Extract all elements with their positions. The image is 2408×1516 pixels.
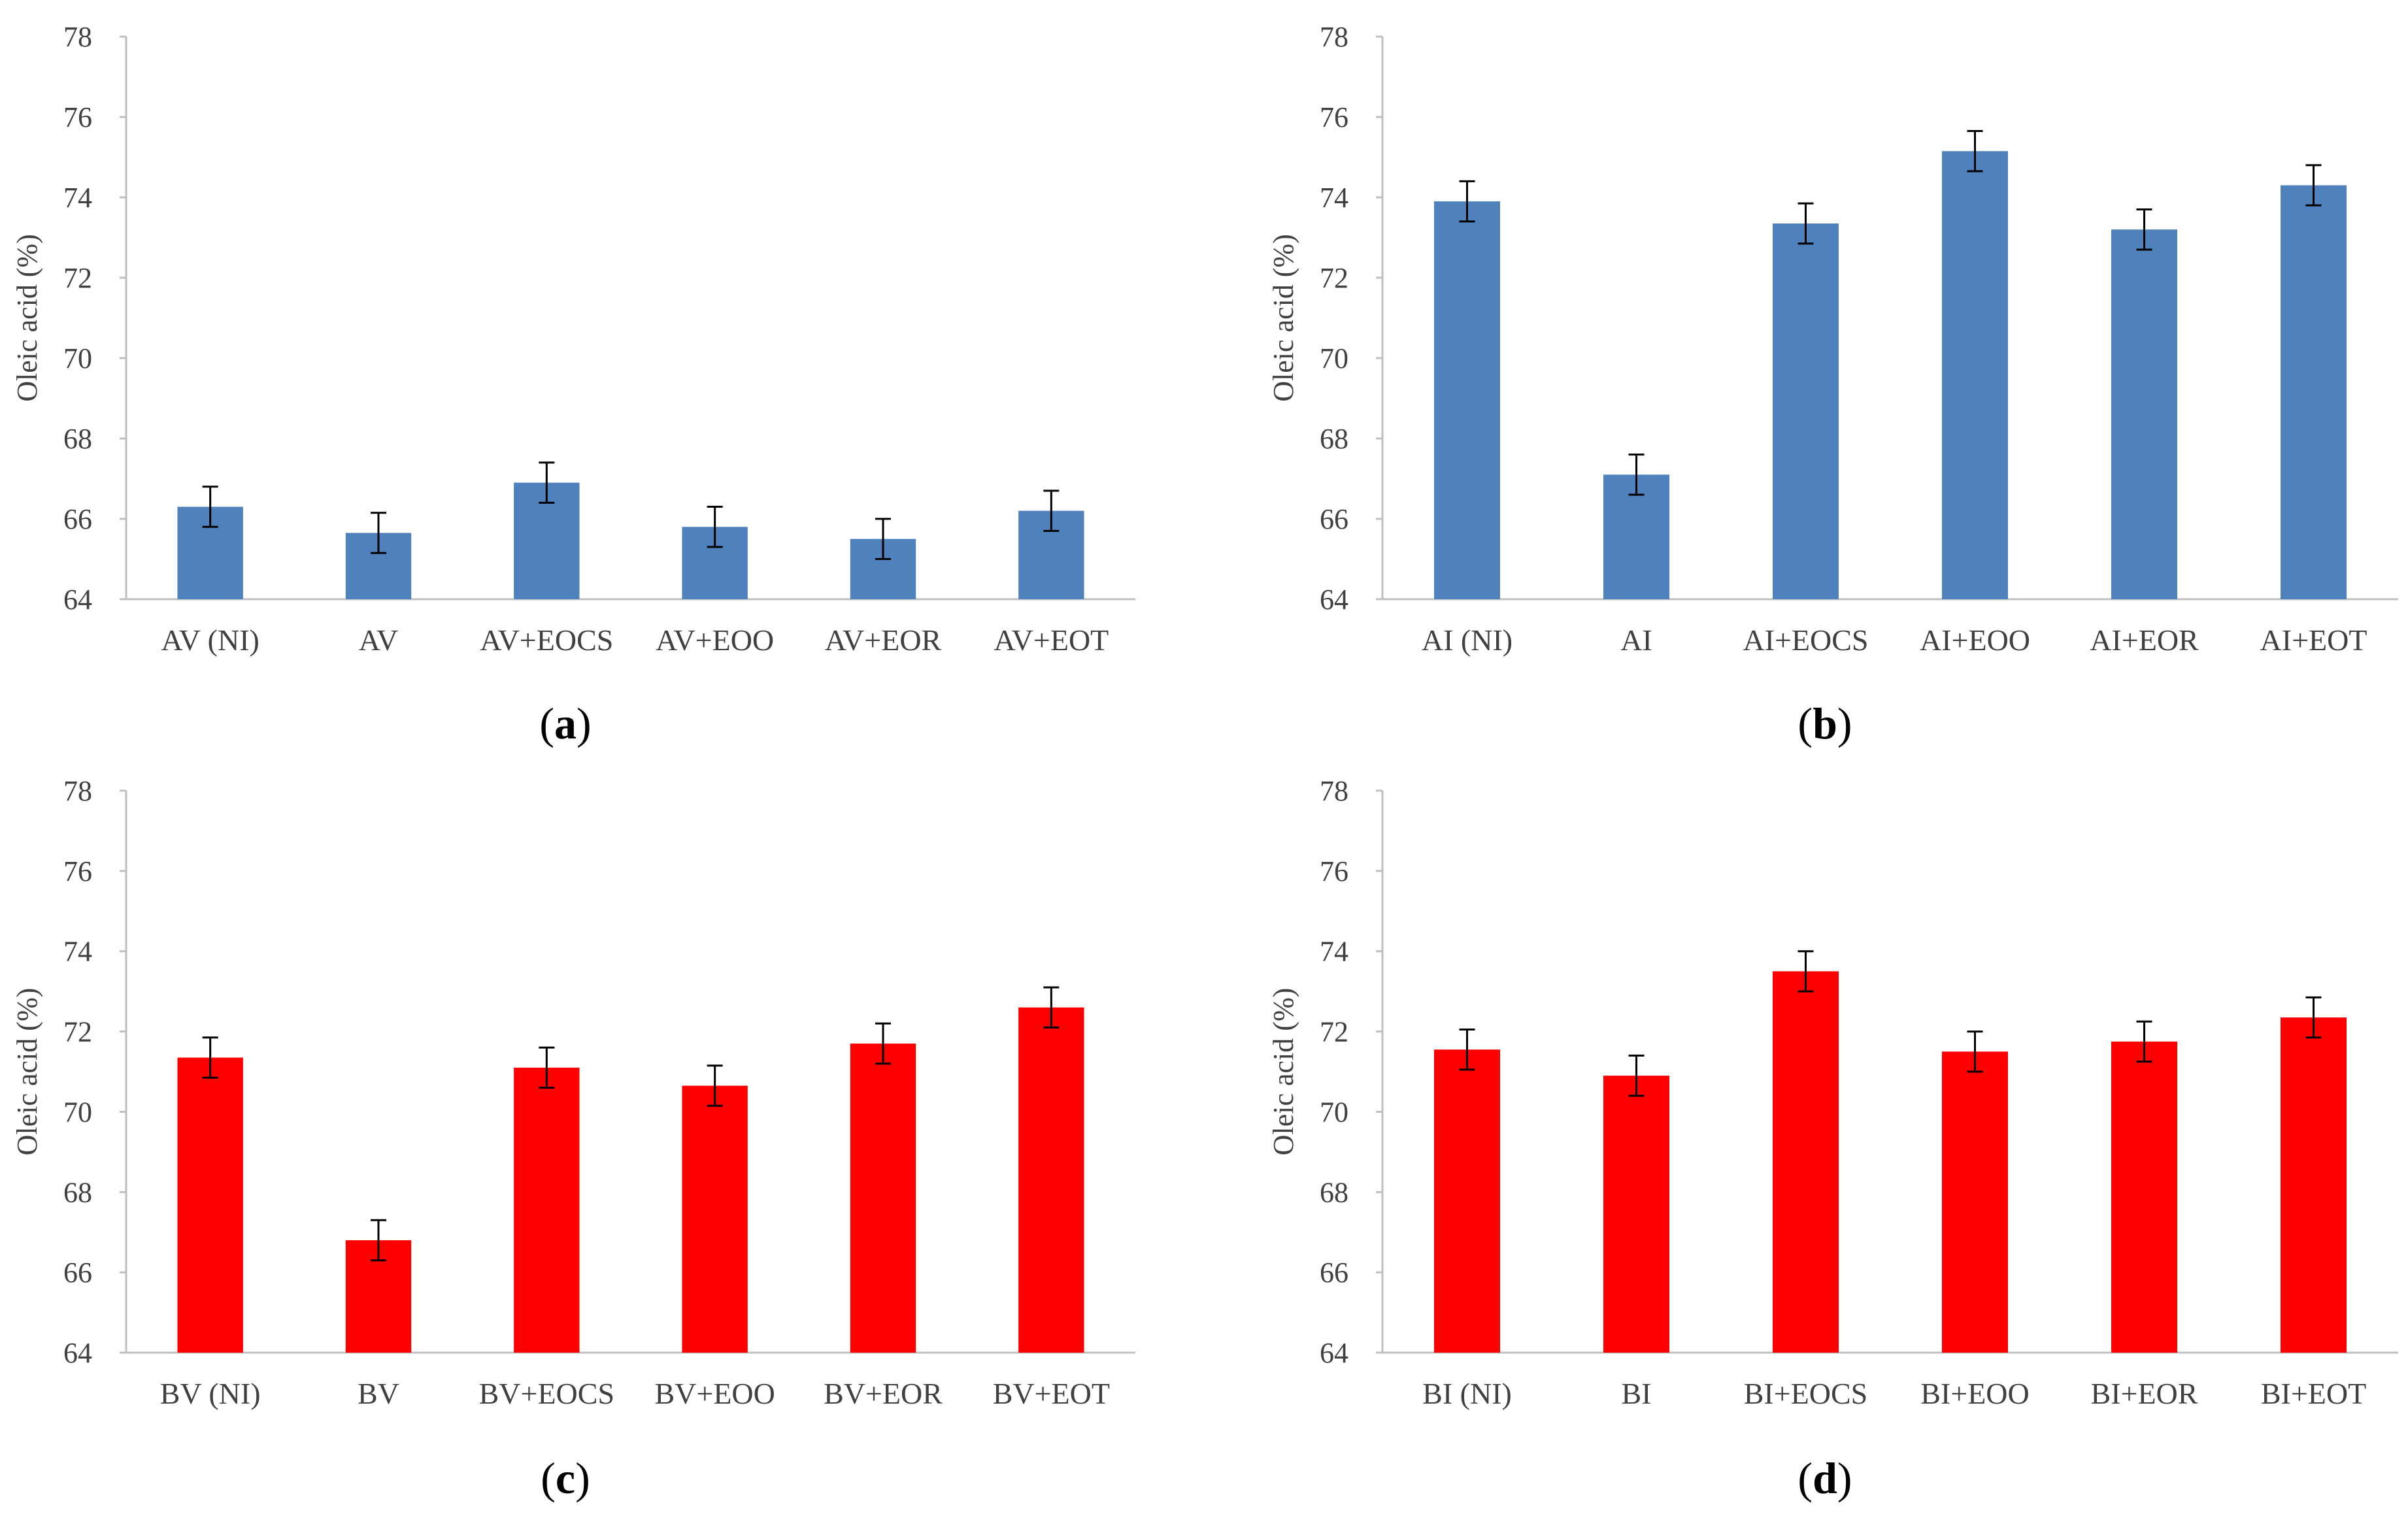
y-tick-label: 78	[63, 21, 92, 53]
y-tick-label: 70	[63, 1096, 92, 1128]
bar	[1941, 1051, 2009, 1353]
y-tick-label: 70	[63, 342, 92, 374]
y-tick-label: 78	[1320, 775, 1348, 807]
y-axis-title: Oleic acid (%)	[11, 234, 43, 402]
chart-panel-b: 64 66 68 70 72 74 76 78 Oleic acid (%) AI (NI) AI A…	[1267, 21, 2398, 748]
category-label: AI+EOCS	[1743, 623, 1868, 657]
y-tick-label: 64	[1320, 1337, 1348, 1369]
category-label: BV	[358, 1377, 399, 1410]
category-label: BI (NI)	[1422, 1377, 1512, 1410]
y-tick-label: 68	[1320, 423, 1348, 455]
category-label: AV+EOT	[994, 623, 1109, 657]
panel-caption: (b)	[1798, 699, 1852, 748]
category-label: AI+EOR	[2090, 623, 2199, 657]
chart-panel-d: 64 66 68 70 72 74 76 78 Oleic acid (%) BI (NI) BI B…	[1267, 775, 2398, 1503]
y-tick-label: 76	[1320, 855, 1348, 887]
bar	[1772, 971, 1839, 1353]
y-tick-label: 76	[63, 855, 92, 887]
bar	[2280, 185, 2347, 599]
chart-panel-a: 64 66 68 70 72 74 76 78 Oleic acid (%) AV (NI) AV A…	[11, 21, 1135, 748]
panel-caption-letter: c	[556, 1453, 575, 1503]
y-tick-label: 76	[1320, 101, 1348, 133]
category-label: BI+EOO	[1920, 1377, 2029, 1410]
y-tick-label: 68	[63, 423, 92, 455]
panel-caption-letter: b	[1813, 699, 1837, 748]
y-tick-label: 66	[1320, 1257, 1348, 1289]
bar	[2280, 1017, 2347, 1353]
category-label: BI+EOR	[2091, 1377, 2198, 1410]
category-label: BV+EOR	[824, 1377, 943, 1410]
y-tick-label: 70	[1320, 342, 1348, 374]
y-axis-title: Oleic acid (%)	[1267, 988, 1299, 1156]
bar	[1433, 1049, 1501, 1353]
chart-panel-c: 64 66 68 70 72 74 76 78 Oleic acid (%) BV (NI) BV B…	[11, 775, 1135, 1503]
bar	[1433, 201, 1501, 599]
y-tick-label: 66	[63, 503, 92, 535]
y-tick-label: 72	[1320, 1016, 1348, 1048]
category-label: AV	[359, 623, 399, 657]
panel-caption: (c)	[541, 1453, 590, 1503]
y-tick-label: 68	[1320, 1176, 1348, 1208]
category-label: BV+EOO	[654, 1377, 775, 1410]
category-label: BV+EOCS	[479, 1377, 614, 1410]
y-tick-label: 74	[1320, 182, 1348, 214]
y-tick-label: 74	[1320, 936, 1348, 968]
y-tick-label: 68	[63, 1176, 92, 1208]
category-label: BI	[1622, 1377, 1652, 1410]
category-label: AV+EOCS	[480, 623, 613, 657]
y-tick-label: 64	[63, 1337, 92, 1369]
bar	[1603, 1076, 1670, 1353]
panel-caption: (d)	[1798, 1453, 1852, 1503]
panel-caption-letter: a	[554, 699, 577, 748]
y-tick-label: 74	[63, 182, 92, 214]
y-tick-label: 72	[63, 262, 92, 294]
y-tick-label: 70	[1320, 1096, 1348, 1128]
y-tick-label: 72	[1320, 262, 1348, 294]
category-label: AV+EOR	[825, 623, 942, 657]
panel-caption: (a)	[539, 699, 591, 748]
y-tick-label: 64	[63, 584, 92, 616]
y-axis-title: Oleic acid (%)	[11, 988, 43, 1156]
category-label: AI (NI)	[1422, 623, 1513, 657]
category-label: AV+EOO	[656, 623, 774, 657]
bar	[1018, 1007, 1084, 1353]
bar	[1772, 223, 1839, 600]
category-label: BI+EOCS	[1744, 1377, 1868, 1410]
y-tick-label: 78	[63, 775, 92, 807]
y-tick-label: 78	[1320, 21, 1348, 53]
bar	[514, 1067, 580, 1353]
category-label: BV (NI)	[160, 1377, 261, 1410]
category-label: AI+EOT	[2260, 623, 2367, 657]
category-label: AV (NI)	[161, 623, 259, 657]
category-label: BV+EOT	[993, 1377, 1110, 1410]
y-tick-label: 76	[63, 101, 92, 133]
bar	[2111, 1041, 2178, 1353]
bar	[850, 1044, 916, 1353]
y-tick-label: 66	[63, 1257, 92, 1289]
y-tick-label: 66	[1320, 503, 1348, 535]
bar	[2111, 229, 2178, 599]
bar	[1941, 151, 2009, 599]
y-axis-title: Oleic acid (%)	[1267, 234, 1299, 402]
y-tick-label: 64	[1320, 584, 1348, 616]
bar	[682, 1085, 748, 1353]
category-label: BI+EOT	[2261, 1377, 2366, 1410]
category-label: AI+EOO	[1920, 623, 2030, 657]
y-tick-label: 72	[63, 1016, 92, 1048]
bar	[177, 1057, 243, 1353]
category-label: AI	[1620, 623, 1652, 657]
panel-caption-letter: d	[1813, 1453, 1837, 1503]
y-tick-label: 74	[63, 936, 92, 968]
